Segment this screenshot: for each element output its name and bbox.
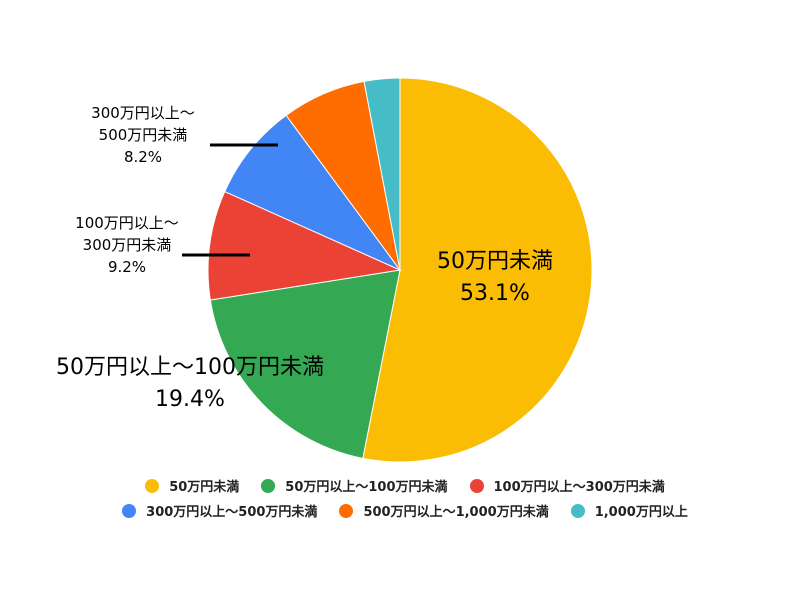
legend: 50万円未満 50万円以上～100万円未満 100万円以上～300万円未満 300万円… bbox=[40, 476, 770, 520]
pie-slice bbox=[207, 190, 402, 301]
legend-label: 1,000万円以上 bbox=[594, 505, 688, 520]
legend-label: 300万円以上～500万円未満 bbox=[146, 505, 318, 520]
legend-item: 100万円以上～300万円未満 bbox=[469, 476, 665, 495]
legend-item: 500万円以上～1,000万円未満 bbox=[339, 501, 549, 520]
pie-slice bbox=[363, 77, 401, 271]
slice-label: 50万円未満 53.1% bbox=[400, 246, 590, 310]
slice-label: 300万円以上～500万円未満 8.2% bbox=[78, 103, 208, 168]
slice-value: 9.2% bbox=[107, 257, 147, 276]
legend-swatch bbox=[122, 503, 137, 518]
legend-item: 50万円以上～100万円未満 bbox=[261, 476, 448, 495]
legend-swatch bbox=[570, 503, 585, 518]
legend-label: 100万円以上～300万円未満 bbox=[493, 480, 665, 495]
slice-name: 300万円以上～500万円未満 bbox=[91, 104, 195, 144]
legend-swatch bbox=[469, 478, 484, 493]
pie-slice bbox=[209, 269, 401, 459]
legend-label: 500万円以上～1,000万円未満 bbox=[363, 505, 549, 520]
legend-swatch bbox=[339, 503, 354, 518]
legend-label: 50万円未満 bbox=[169, 480, 240, 495]
legend-item: 50万円未満 bbox=[145, 476, 239, 495]
pie-slice bbox=[362, 77, 593, 463]
legend-swatch bbox=[261, 478, 276, 493]
slice-name: 50万円以上～100万円未満 bbox=[56, 355, 324, 380]
legend-item: 300万円以上～500万円未満 bbox=[122, 501, 317, 520]
slice-value: 19.4% bbox=[155, 386, 225, 412]
slice-name: 100万円以上～300万円未満 bbox=[75, 214, 179, 254]
legend-item: 1,000万円以上 bbox=[570, 501, 688, 520]
slice-name: 50万円未満 bbox=[437, 249, 553, 274]
legend-label: 50万円以上～100万円未満 bbox=[285, 480, 448, 495]
pie-slice bbox=[224, 114, 402, 272]
legend-swatch bbox=[145, 478, 160, 493]
slice-value: 53.1% bbox=[460, 280, 530, 306]
slice-label: 50万円以上～100万円未満 19.4% bbox=[10, 352, 370, 416]
slice-value: 8.2% bbox=[123, 147, 163, 166]
slice-label: 100万円以上～300万円未満 9.2% bbox=[62, 213, 192, 278]
